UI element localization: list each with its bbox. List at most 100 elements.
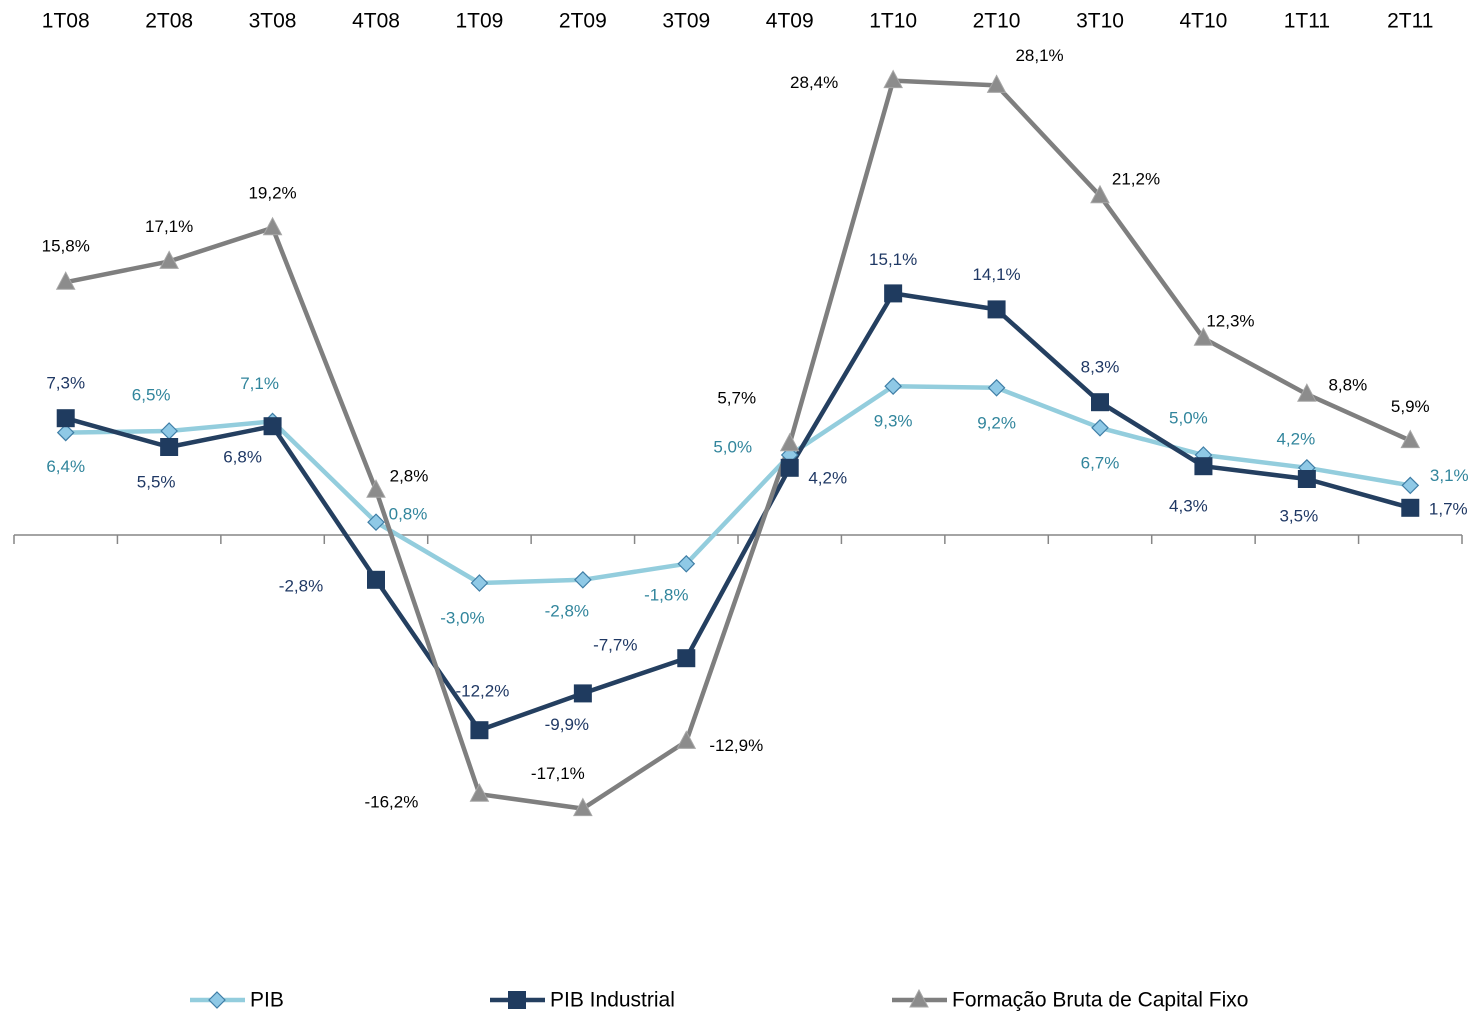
data-label: 7,1% (240, 374, 279, 393)
data-label: 21,2% (1112, 169, 1160, 188)
data-label: 4,2% (808, 468, 847, 487)
legend-label: Formação Bruta de Capital Fixo (952, 989, 1248, 1012)
point-marker (469, 783, 490, 802)
x-tick-label: 3T08 (249, 10, 297, 33)
data-label: 5,7% (717, 388, 756, 407)
x-tick-label: 1T10 (869, 10, 917, 33)
point-marker (884, 377, 902, 396)
data-label: -2,8% (545, 601, 589, 620)
data-label: 8,8% (1328, 376, 1367, 395)
point-marker (56, 423, 75, 442)
data-label: -12,2% (455, 682, 509, 701)
point-marker (160, 422, 178, 440)
data-label: 9,2% (977, 413, 1016, 432)
legend-label: PIB Industrial (550, 989, 675, 1012)
point-marker (262, 216, 283, 236)
point-marker (263, 417, 282, 436)
point-marker (1297, 470, 1316, 488)
data-label: 6,4% (46, 457, 85, 476)
point-marker (677, 649, 696, 668)
point-marker (366, 479, 386, 498)
point-marker (574, 570, 592, 589)
x-tick-label: 1T09 (455, 10, 503, 33)
x-tick-label: 2T09 (559, 10, 607, 33)
data-label: 6,8% (223, 448, 262, 467)
x-tick-label: 3T09 (662, 10, 710, 33)
x-tick-label: 3T10 (1076, 10, 1124, 33)
data-label: 6,7% (1081, 453, 1120, 472)
point-marker (573, 797, 593, 817)
point-marker (884, 284, 903, 303)
x-tick-label: 1T08 (42, 10, 90, 33)
point-marker (1091, 418, 1109, 437)
legend-marker (508, 991, 526, 1009)
data-label: 3,1% (1430, 466, 1469, 485)
series-line (65, 78, 1412, 811)
point-marker (676, 730, 697, 749)
data-label: -9,9% (545, 715, 589, 734)
data-label: 4,2% (1276, 429, 1315, 448)
legend-marker (909, 988, 929, 1008)
data-label: 1,7% (1429, 499, 1468, 518)
data-label: -17,1% (531, 764, 585, 783)
point-marker (883, 69, 903, 89)
data-label: 28,4% (790, 73, 838, 92)
point-marker (1401, 498, 1420, 517)
data-label: 0,8% (389, 505, 428, 524)
data-label: 12,3% (1206, 312, 1254, 331)
data-label: 9,3% (874, 412, 913, 431)
series-line (65, 291, 1411, 733)
point-marker (779, 432, 800, 452)
data-label: 8,3% (1081, 358, 1120, 377)
data-label: -3,0% (440, 608, 484, 627)
point-marker (1193, 327, 1214, 346)
data-label: 15,8% (42, 237, 90, 256)
point-marker (1091, 393, 1109, 412)
x-tick-label: 4T10 (1179, 10, 1227, 33)
data-label: 5,0% (713, 437, 752, 456)
point-marker (1297, 383, 1317, 402)
data-label: 2,8% (390, 467, 429, 486)
data-label: -1,8% (644, 585, 688, 604)
data-label: 17,1% (145, 217, 193, 236)
data-label: -2,8% (279, 576, 323, 595)
point-marker (470, 721, 489, 740)
data-label: -16,2% (364, 793, 418, 812)
x-tick-label: 4T09 (766, 10, 814, 33)
x-tick-label: 4T08 (352, 10, 400, 33)
point-marker (56, 409, 75, 428)
x-tick-label: 1T11 (1284, 10, 1330, 33)
legend-marker (208, 991, 226, 1009)
point-marker (160, 438, 179, 456)
point-marker (1194, 457, 1213, 476)
point-marker (367, 570, 385, 589)
data-label: 28,1% (1015, 46, 1063, 65)
x-tick-label: 2T08 (145, 10, 193, 33)
point-marker (470, 574, 489, 592)
point-marker (55, 271, 76, 290)
x-tick-label: 2T11 (1387, 10, 1433, 33)
legend-label: PIB (250, 989, 284, 1012)
point-marker (1400, 429, 1421, 449)
data-label: 5,5% (137, 472, 176, 491)
point-marker (677, 554, 696, 573)
data-label: 5,9% (1391, 397, 1430, 416)
data-label: 5,0% (1169, 408, 1208, 427)
point-marker (367, 513, 385, 532)
x-tick-label: 2T10 (973, 10, 1021, 33)
data-label: 7,3% (46, 374, 85, 393)
point-marker (986, 74, 1007, 93)
data-label: 19,2% (248, 183, 296, 202)
point-marker (1401, 476, 1420, 495)
point-marker (987, 300, 1006, 319)
point-marker (987, 378, 1006, 397)
data-label: -12,9% (709, 736, 763, 755)
data-label: 15,1% (869, 250, 917, 269)
point-marker (159, 250, 179, 269)
series-line (65, 383, 1411, 586)
data-label: 14,1% (972, 265, 1020, 284)
point-marker (780, 458, 799, 477)
point-marker (573, 684, 592, 703)
data-label: 6,5% (132, 385, 171, 404)
